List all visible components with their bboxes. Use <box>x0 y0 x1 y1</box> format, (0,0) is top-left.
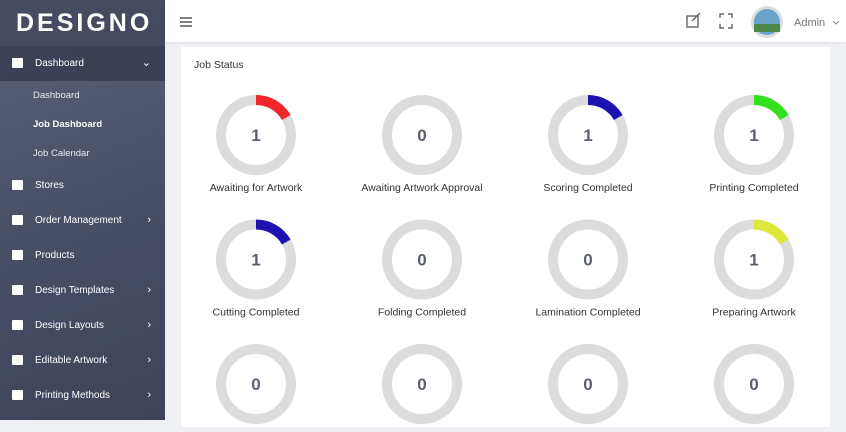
user-chevron[interactable] <box>832 20 840 25</box>
menu-arrow: › <box>147 389 151 401</box>
menu-item[interactable]: Design Templates › <box>0 273 165 308</box>
gauge-track <box>382 219 462 300</box>
gauge-arc <box>255 219 291 245</box>
menu-icon <box>12 180 23 190</box>
submenu-item[interactable]: Job Dashboard <box>33 119 103 130</box>
gauge-count: 0 <box>417 375 426 394</box>
gauge-count: 0 <box>583 251 592 270</box>
submenu-item[interactable]: Dashboard <box>33 90 80 101</box>
gauge-arc <box>753 95 789 121</box>
fullscreen[interactable] <box>719 13 733 29</box>
avatar-image <box>754 24 780 32</box>
gauge-track <box>548 219 628 300</box>
top-bar: Admin <box>165 0 846 42</box>
gauge-track <box>382 344 462 424</box>
sidebar: DESIGNO Dashboard ⌄ Dashboard Job Dashboard… <box>0 0 165 420</box>
menu-arrow: › <box>147 284 151 296</box>
menu-label: Stores <box>35 180 64 191</box>
gauge-track <box>216 344 296 424</box>
menu-icon <box>12 320 23 330</box>
gauge-count: 0 <box>583 375 592 394</box>
gauge-arc <box>255 95 291 121</box>
logo[interactable]: DESIGNO <box>0 0 165 46</box>
gauge-label: Folding Completed <box>378 307 466 319</box>
gauge-label: Scoring Completed <box>543 182 632 194</box>
menu-label: Order Management <box>35 215 122 226</box>
menu-item[interactable]: Dashboard ⌄ <box>0 46 165 81</box>
menu-arrow: › <box>147 319 151 331</box>
panel-title: Job Status <box>194 59 244 71</box>
menu-icon <box>12 58 23 68</box>
gauge-label: Lamination Completed <box>535 307 640 319</box>
menu-item[interactable]: Design Layouts › <box>0 308 165 343</box>
menu-icon <box>12 215 23 225</box>
gauge-arc <box>753 219 789 245</box>
gauge-grid: Job Status 1 Awaiting for Artwork 0 Awaitin… <box>194 59 799 424</box>
gauge-count: 1 <box>583 126 592 145</box>
gauge-track <box>714 344 794 424</box>
open-external[interactable] <box>686 12 701 28</box>
menu-label: Products <box>35 250 75 261</box>
user-name[interactable]: Admin <box>794 17 825 29</box>
menu-arrow: › <box>147 354 151 366</box>
menu-arrow: › <box>147 214 151 226</box>
menu-toggle[interactable] <box>180 17 192 27</box>
gauge-track <box>382 95 462 175</box>
menu-icon <box>12 250 23 260</box>
menu-label: Printing Methods <box>35 390 111 401</box>
menu-label: Editable Artwork <box>35 355 108 366</box>
submenu-item[interactable]: Job Calendar <box>33 148 90 159</box>
menu-arrow: ⌄ <box>141 57 151 69</box>
gauge-label: Printing Completed <box>709 182 798 194</box>
gauge-count: 1 <box>251 126 260 145</box>
menu-icon <box>12 355 23 365</box>
header-icons: Admin <box>180 6 840 38</box>
gauge-label: Awaiting for Artwork <box>210 182 303 194</box>
gauge-label: Preparing Artwork <box>712 307 796 319</box>
gauge-count: 1 <box>251 251 260 270</box>
menu: Dashboard ⌄ Dashboard Job Dashboard Job Cale… <box>0 46 165 413</box>
menu-label: Dashboard <box>35 58 84 69</box>
menu-item[interactable]: Products <box>0 238 165 273</box>
menu-item[interactable]: Printing Methods › <box>0 378 165 413</box>
job-status-panel: Job Status 1 Awaiting for Artwork 0 Awaitin… <box>181 47 830 427</box>
gauge-count: 1 <box>749 126 758 145</box>
gauge-label: Cutting Completed <box>213 307 300 319</box>
menu-label: Design Layouts <box>35 320 104 331</box>
menu-icon <box>12 285 23 295</box>
menu-icon <box>12 390 23 400</box>
menu-label: Design Templates <box>35 285 115 296</box>
gauge-label: Awaiting Artwork Approval <box>361 182 482 194</box>
gauge-arc <box>587 95 623 121</box>
menu-item[interactable]: Editable Artwork › <box>0 343 165 378</box>
gauge-count: 1 <box>749 251 758 270</box>
gauge-track <box>548 344 628 424</box>
menu-item[interactable]: Stores <box>0 168 165 203</box>
menu-item[interactable]: Order Management › <box>0 203 165 238</box>
gauge-count: 0 <box>251 375 260 394</box>
gauge-count: 0 <box>417 251 426 270</box>
gauge-count: 0 <box>417 126 426 145</box>
gauge-count: 0 <box>749 375 758 394</box>
